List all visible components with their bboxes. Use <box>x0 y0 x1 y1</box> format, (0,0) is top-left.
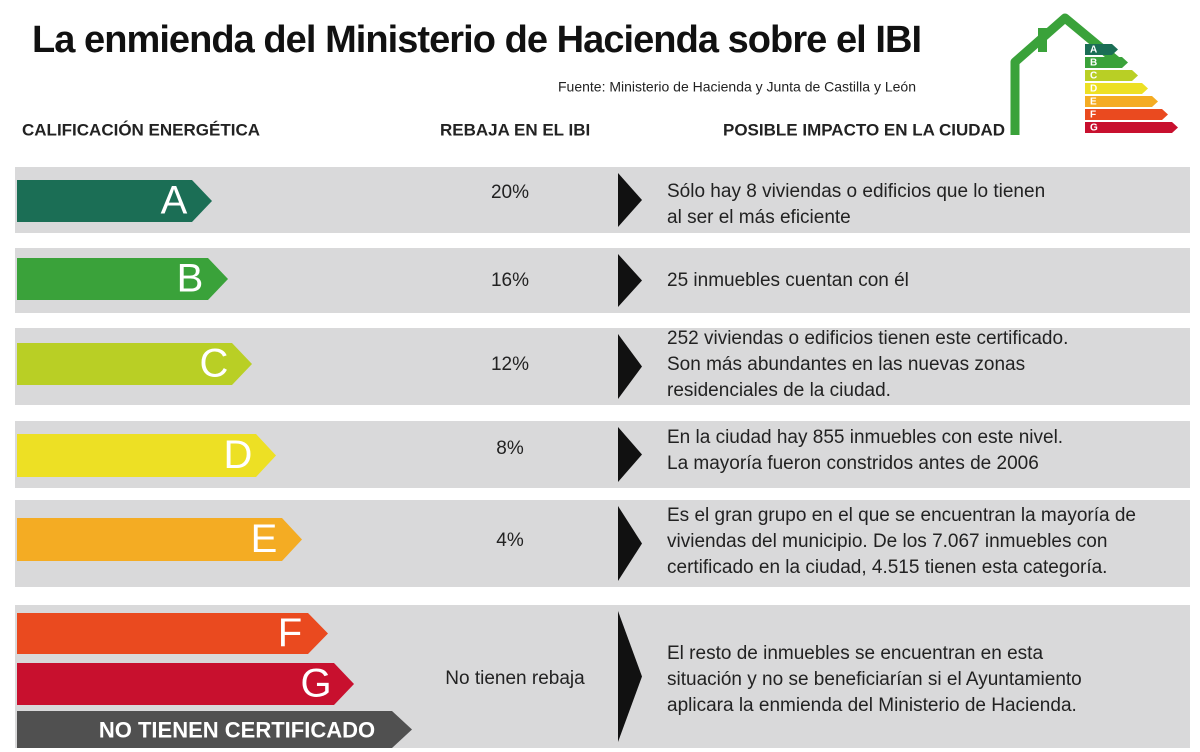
rebate: 8% <box>496 438 524 459</box>
rating-arrow <box>17 343 252 385</box>
row-divider <box>618 173 642 227</box>
impact-line: certificado en la ciudad, 4.515 tienen e… <box>667 557 1107 578</box>
impact-line: viviendas del municipio. De los 7.067 in… <box>667 531 1107 552</box>
icon-letter: D <box>1090 84 1097 95</box>
column-header: REBAJA EN EL IBI <box>440 120 590 139</box>
icon-bar <box>1085 44 1118 55</box>
rebate: 12% <box>491 354 529 375</box>
icon-bar <box>1085 96 1158 107</box>
rating-label: NO TIENEN CERTIFICADO <box>99 717 375 742</box>
icon-letter: G <box>1090 123 1098 134</box>
row-divider <box>618 506 642 581</box>
impact-line: 252 viviendas o edificios tienen este ce… <box>667 328 1068 349</box>
row-divider <box>618 254 642 307</box>
column-header: POSIBLE IMPACTO EN LA CIUDAD <box>723 120 1005 139</box>
icon-letter: A <box>1090 45 1097 56</box>
rating-arrow <box>17 258 228 300</box>
rating-label: C <box>200 342 229 386</box>
impact-line: Sólo hay 8 viviendas o edificios que lo … <box>667 181 1045 202</box>
row-divider <box>618 427 642 482</box>
icon-letter: F <box>1090 110 1096 121</box>
rating-label: A <box>161 179 188 223</box>
rating-label: B <box>177 257 204 301</box>
impact-line: La mayoría fueron constridos antes de 20… <box>667 453 1039 474</box>
row-divider <box>618 611 642 742</box>
icon-letter: E <box>1090 97 1097 108</box>
impact-line: residenciales de la ciudad. <box>667 380 891 401</box>
impact-line: En la ciudad hay 855 inmuebles con este … <box>667 427 1063 448</box>
column-header: CALIFICACIÓN ENERGÉTICA <box>22 120 260 139</box>
rating-arrow <box>17 613 328 654</box>
impact-line: El resto de inmuebles se encuentran en e… <box>667 643 1043 664</box>
rebate: No tienen rebaja <box>445 668 585 689</box>
icon-bar <box>1085 109 1168 120</box>
rating-arrow <box>17 711 412 748</box>
icon-letter: C <box>1090 71 1097 82</box>
impact-line: Son más abundantes en las nuevas zonas <box>667 354 1025 375</box>
icon-bar <box>1085 122 1178 133</box>
house-icon <box>1010 13 1121 135</box>
rating-arrow <box>17 434 276 477</box>
rating-arrow <box>17 180 212 222</box>
rating-arrow <box>17 518 302 561</box>
impact-line: aplicara la enmienda del Ministerio de H… <box>667 695 1077 716</box>
rating-label: E <box>251 517 278 561</box>
rebate: 4% <box>496 530 524 551</box>
impact-line: al ser el más eficiente <box>667 207 851 228</box>
icon-bar <box>1085 70 1138 81</box>
impact-line: Es el gran grupo en el que se encuentran… <box>667 505 1136 526</box>
rebate: 20% <box>491 182 529 203</box>
rating-label: F <box>278 611 302 655</box>
icon-bar <box>1085 57 1128 68</box>
impact-line: situación y no se beneficiarían si el Ay… <box>667 669 1082 690</box>
icon-letter: B <box>1090 58 1097 69</box>
source: Fuente: Ministerio de Hacienda y Junta d… <box>558 79 916 95</box>
row-divider <box>618 334 642 399</box>
icon-bar <box>1085 83 1148 94</box>
chimney <box>1038 28 1047 52</box>
rebate: 16% <box>491 270 529 291</box>
rating-arrow <box>17 663 354 705</box>
impact-line: 25 inmuebles cuentan con él <box>667 270 909 291</box>
rating-label: D <box>224 433 253 477</box>
title: La enmienda del Ministerio de Hacienda s… <box>32 19 922 61</box>
rating-label: G <box>300 662 331 706</box>
